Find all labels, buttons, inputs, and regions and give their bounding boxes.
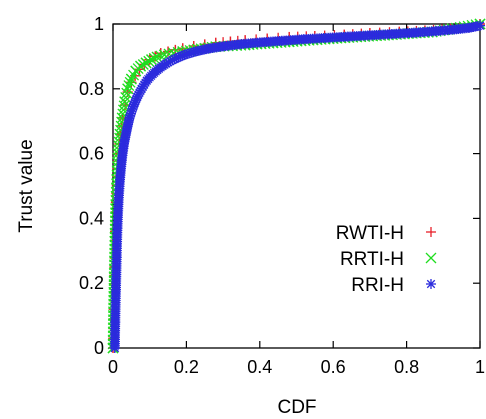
data-point-fill: [143, 55, 155, 67]
legend: RWTI-H RRTI-H RRI-H: [336, 223, 437, 296]
data-point-fill: [135, 60, 146, 72]
x-tick-label: 0.6: [321, 357, 346, 377]
data-point-fill: [146, 54, 157, 66]
series-rri-h: [109, 20, 485, 353]
y-tick-label: 1: [94, 14, 104, 34]
x-tick-label: 0: [108, 357, 118, 377]
x-tick-label: 0.4: [247, 357, 272, 377]
y-tick-label: 0: [94, 338, 104, 358]
plot-frame: [112, 23, 481, 349]
legend-marker-rrti-h: [425, 252, 437, 264]
legend-label-rri-h: RRI-H: [351, 275, 404, 296]
x-tick-label: 0.2: [174, 357, 199, 377]
legend-label-rwti-h: RWTI-H: [336, 223, 404, 244]
data-point-fill: [119, 96, 131, 108]
y-tick-label: 0.6: [79, 144, 104, 164]
data-point-fill: [124, 76, 136, 88]
plot-border: [112, 23, 481, 349]
data-point-fill: [475, 20, 485, 31]
legend-label-rrti-h: RRTI-H: [340, 249, 404, 270]
data-point-fill: [122, 83, 134, 95]
x-tick-label: 0.8: [394, 357, 419, 377]
y-tick-label: 0.8: [79, 79, 104, 99]
x-axis-label: CDF: [277, 397, 316, 418]
legend-marker-rri-h: [426, 279, 436, 289]
data-point-fill: [140, 57, 152, 69]
data-point-fill: [123, 80, 135, 92]
y-tick-label: 0.4: [79, 208, 104, 228]
legend-marker-rwti-h: [426, 227, 436, 237]
data-point-fill: [120, 91, 132, 103]
x-tick-label: 1: [475, 357, 485, 377]
y-axis-label: Trust value: [16, 139, 37, 232]
y-tick-label: 0.2: [79, 273, 104, 293]
data-point-fill: [155, 50, 167, 62]
data-point-fill: [137, 59, 149, 70]
data-point-fill: [121, 87, 133, 99]
data-point-fill: [151, 51, 163, 63]
series: [107, 18, 486, 354]
axis-ticks: 0 0.2 0.4 0.6 0.8 1 0 0.2 0.4 0.6 0.8 1: [79, 14, 485, 377]
data-point-fill: [148, 52, 160, 64]
